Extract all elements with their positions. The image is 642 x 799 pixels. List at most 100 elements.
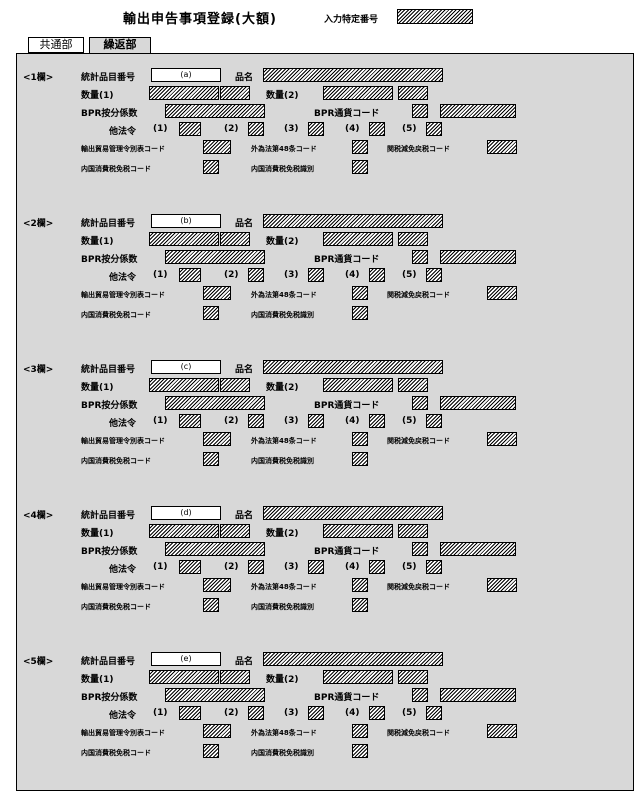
bpr-amount-input[interactable] xyxy=(440,250,516,264)
stat-code-input[interactable]: (e) xyxy=(151,652,221,666)
qty2-input[interactable] xyxy=(323,232,393,246)
domestic-id-input[interactable] xyxy=(352,160,368,174)
law2-input[interactable] xyxy=(248,560,264,574)
bpr-amount-input[interactable] xyxy=(440,104,516,118)
law1-input[interactable] xyxy=(179,414,201,428)
qty1-input[interactable] xyxy=(149,232,219,246)
qty2-unit-input[interactable] xyxy=(398,378,428,392)
domestic-code-input[interactable] xyxy=(203,160,219,174)
law4-input[interactable] xyxy=(369,268,385,282)
qty2-unit-input[interactable] xyxy=(398,524,428,538)
customs-code-input[interactable] xyxy=(487,140,517,154)
qty1-input[interactable] xyxy=(149,86,219,100)
law2-input[interactable] xyxy=(248,706,264,720)
law5-input[interactable] xyxy=(426,414,442,428)
qty1-unit-input[interactable] xyxy=(220,86,250,100)
law3-input[interactable] xyxy=(308,268,324,282)
stat-code-input[interactable]: (d) xyxy=(151,506,221,520)
trade-code-input[interactable] xyxy=(203,578,231,592)
forex-code-input[interactable] xyxy=(352,286,368,300)
bpr-input[interactable] xyxy=(165,250,265,264)
bpr-currency-input[interactable] xyxy=(412,542,428,556)
qty2-unit-input[interactable] xyxy=(398,232,428,246)
law4-input[interactable] xyxy=(369,560,385,574)
domestic-code-input[interactable] xyxy=(203,598,219,612)
item-name-input[interactable] xyxy=(263,360,443,374)
law5-input[interactable] xyxy=(426,560,442,574)
trade-code-input[interactable] xyxy=(203,140,231,154)
item-name-input[interactable] xyxy=(263,506,443,520)
qty1-unit-input[interactable] xyxy=(220,670,250,684)
law2-input[interactable] xyxy=(248,414,264,428)
law4-input[interactable] xyxy=(369,414,385,428)
id-input[interactable] xyxy=(397,9,473,24)
bpr-amount-input[interactable] xyxy=(440,542,516,556)
trade-code-input[interactable] xyxy=(203,432,231,446)
item-name-input[interactable] xyxy=(263,214,443,228)
law2-input[interactable] xyxy=(248,122,264,136)
domestic-id-input[interactable] xyxy=(352,306,368,320)
forex-code-input[interactable] xyxy=(352,432,368,446)
law4-input[interactable] xyxy=(369,706,385,720)
customs-code-input[interactable] xyxy=(487,286,517,300)
bpr-amount-input[interactable] xyxy=(440,396,516,410)
domestic-id-input[interactable] xyxy=(352,452,368,466)
domestic-id-input[interactable] xyxy=(352,598,368,612)
domestic-code-input[interactable] xyxy=(203,452,219,466)
bpr-input[interactable] xyxy=(165,542,265,556)
qty2-input[interactable] xyxy=(323,670,393,684)
tab-common[interactable]: 共通部 xyxy=(28,37,84,53)
tab-repeat[interactable]: 繰返部 xyxy=(89,37,151,54)
domestic-id-input[interactable] xyxy=(352,744,368,758)
domestic-code-input[interactable] xyxy=(203,306,219,320)
forex-code-input[interactable] xyxy=(352,578,368,592)
law3-input[interactable] xyxy=(308,560,324,574)
qty1-unit-input[interactable] xyxy=(220,524,250,538)
qty1-input[interactable] xyxy=(149,524,219,538)
bpr-input[interactable] xyxy=(165,396,265,410)
item-name-input[interactable] xyxy=(263,652,443,666)
qty2-unit-input[interactable] xyxy=(398,86,428,100)
law3-input[interactable] xyxy=(308,414,324,428)
law5-input[interactable] xyxy=(426,706,442,720)
domestic-code-input[interactable] xyxy=(203,744,219,758)
qty2-input[interactable] xyxy=(323,378,393,392)
law2-input[interactable] xyxy=(248,268,264,282)
qty1-unit-input[interactable] xyxy=(220,378,250,392)
law3-input[interactable] xyxy=(308,706,324,720)
law1-input[interactable] xyxy=(179,268,201,282)
law5-input[interactable] xyxy=(426,268,442,282)
qty1-input[interactable] xyxy=(149,670,219,684)
forex-code-input[interactable] xyxy=(352,140,368,154)
stat-code-input[interactable]: (a) xyxy=(151,68,221,82)
law4-input[interactable] xyxy=(369,122,385,136)
bpr-currency-input[interactable] xyxy=(412,688,428,702)
qty1-input[interactable] xyxy=(149,378,219,392)
item-name-input[interactable] xyxy=(263,68,443,82)
trade-code-input[interactable] xyxy=(203,724,231,738)
bpr-currency-input[interactable] xyxy=(412,104,428,118)
customs-code-input[interactable] xyxy=(487,724,517,738)
law5-input[interactable] xyxy=(426,122,442,136)
bpr-currency-input[interactable] xyxy=(412,396,428,410)
bpr-currency-input[interactable] xyxy=(412,250,428,264)
qty1-unit-input[interactable] xyxy=(220,232,250,246)
law1-label: (1) xyxy=(153,270,168,280)
customs-code-input[interactable] xyxy=(487,578,517,592)
qty2-input[interactable] xyxy=(323,524,393,538)
law1-input[interactable] xyxy=(179,560,201,574)
qty2-input[interactable] xyxy=(323,86,393,100)
law1-input[interactable] xyxy=(179,706,201,720)
trade-code-input[interactable] xyxy=(203,286,231,300)
bpr-amount-input[interactable] xyxy=(440,688,516,702)
customs-code-input[interactable] xyxy=(487,432,517,446)
forex-code-label: 外為法第48条コード xyxy=(251,291,317,299)
bpr-input[interactable] xyxy=(165,104,265,118)
bpr-input[interactable] xyxy=(165,688,265,702)
qty2-unit-input[interactable] xyxy=(398,670,428,684)
forex-code-input[interactable] xyxy=(352,724,368,738)
law1-input[interactable] xyxy=(179,122,201,136)
stat-code-input[interactable]: (c) xyxy=(151,360,221,374)
law3-input[interactable] xyxy=(308,122,324,136)
stat-code-input[interactable]: (b) xyxy=(151,214,221,228)
